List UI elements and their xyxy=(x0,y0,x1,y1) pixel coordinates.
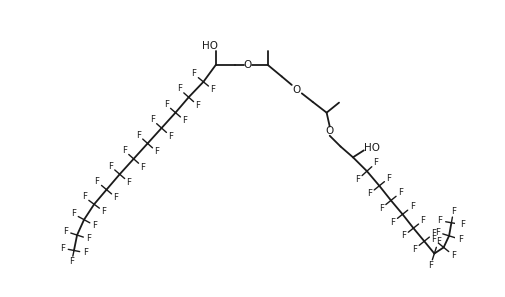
Text: F: F xyxy=(150,115,155,124)
Text: F: F xyxy=(182,116,187,125)
Text: F: F xyxy=(410,202,415,211)
Text: F: F xyxy=(177,85,182,94)
Text: F: F xyxy=(191,69,196,78)
Text: F: F xyxy=(164,100,169,109)
Text: F: F xyxy=(412,244,417,254)
Text: O: O xyxy=(326,126,334,136)
Text: F: F xyxy=(374,158,379,167)
Text: F: F xyxy=(211,85,216,94)
Text: F: F xyxy=(92,221,97,230)
Text: HO: HO xyxy=(364,143,380,153)
Text: F: F xyxy=(450,251,456,260)
Text: F: F xyxy=(386,173,391,182)
Text: F: F xyxy=(82,192,87,201)
Text: F: F xyxy=(379,204,384,213)
Text: F: F xyxy=(356,175,360,184)
Text: F: F xyxy=(71,209,76,218)
Text: F: F xyxy=(432,235,437,244)
Text: F: F xyxy=(155,147,159,156)
Text: F: F xyxy=(136,131,141,140)
Text: HO: HO xyxy=(203,41,218,51)
Text: F: F xyxy=(459,235,464,244)
Text: F: F xyxy=(60,244,65,253)
Text: F: F xyxy=(69,257,74,266)
Text: F: F xyxy=(127,178,131,187)
Text: F: F xyxy=(431,229,436,238)
Text: F: F xyxy=(140,162,145,172)
Text: F: F xyxy=(108,162,113,171)
Text: F: F xyxy=(195,101,200,110)
Text: F: F xyxy=(122,146,127,155)
Text: F: F xyxy=(451,207,456,216)
Text: F: F xyxy=(428,261,433,270)
Text: F: F xyxy=(63,227,68,236)
Text: F: F xyxy=(168,132,173,141)
Text: F: F xyxy=(102,207,107,216)
Text: F: F xyxy=(390,217,395,227)
Text: O: O xyxy=(292,85,300,94)
Text: F: F xyxy=(435,228,440,237)
Text: F: F xyxy=(114,193,119,202)
Text: F: F xyxy=(398,188,403,197)
Text: F: F xyxy=(461,220,465,229)
Text: F: F xyxy=(367,189,372,198)
Text: F: F xyxy=(401,231,406,240)
Text: O: O xyxy=(243,60,251,70)
Text: F: F xyxy=(94,177,99,186)
Text: F: F xyxy=(83,248,88,257)
Text: F: F xyxy=(436,237,441,246)
Text: F: F xyxy=(421,216,426,225)
Text: F: F xyxy=(86,234,91,243)
Text: F: F xyxy=(437,216,442,225)
